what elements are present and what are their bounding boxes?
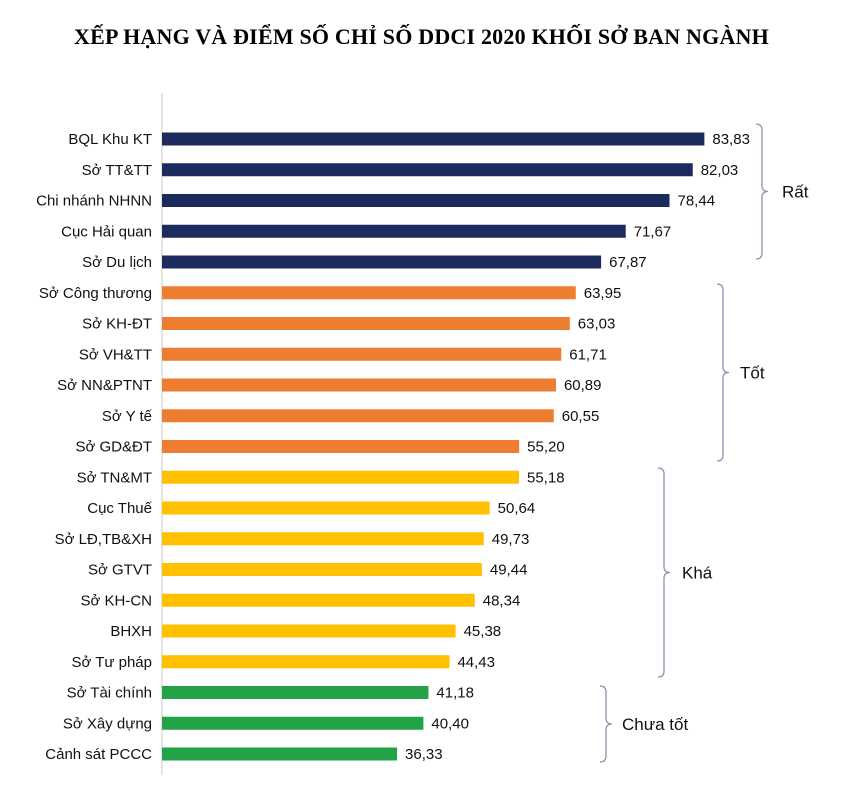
value-label: 83,83 <box>712 131 750 148</box>
bar <box>162 655 450 669</box>
bar <box>162 224 626 238</box>
group-bracket <box>599 685 613 763</box>
value-label: 63,03 <box>578 316 616 333</box>
value-label: 49,73 <box>492 531 530 548</box>
value-label: 78,44 <box>678 193 716 210</box>
category-label: Sở KH-CN <box>80 592 152 609</box>
category-label: Sở GD&ĐT <box>75 439 152 456</box>
category-label: Cục Hải quan <box>61 223 152 240</box>
value-label: 50,64 <box>498 500 536 517</box>
bar <box>162 347 562 361</box>
value-label: 36,33 <box>405 746 443 763</box>
value-label: 44,43 <box>457 654 495 671</box>
value-label: 41,18 <box>436 685 474 702</box>
bar <box>162 378 556 392</box>
category-label: BQL Khu KT <box>68 131 152 148</box>
category-label: Sở LĐ,TB&XH <box>55 531 152 548</box>
category-label: Chi nhánh NHNN <box>36 193 152 210</box>
value-label: 40,40 <box>431 715 469 732</box>
category-label: Sở Tư pháp <box>72 654 152 671</box>
value-label: 49,44 <box>490 562 528 579</box>
bar <box>162 686 429 699</box>
bar <box>162 716 424 730</box>
group-bracket <box>657 467 671 678</box>
bar <box>162 501 490 515</box>
category-label: Sở Du lịch <box>82 254 152 271</box>
bar <box>162 255 602 269</box>
bar <box>162 440 520 453</box>
chart-title: XẾP HẠNG VÀ ĐIỂM SỐ CHỈ SỐ DDCI 2020 KHỐ… <box>74 24 769 49</box>
category-label: Sở TN&MT <box>77 469 152 486</box>
group-bracket <box>755 123 769 260</box>
group-label: Chưa tốt <box>622 715 688 734</box>
group-label: Rất <box>782 183 809 202</box>
category-label: Sở Tài chính <box>67 685 152 702</box>
bar <box>162 286 576 300</box>
bar <box>162 624 456 638</box>
group-label: Khá <box>682 564 713 583</box>
bar <box>162 132 705 146</box>
category-label: Sở Y tế <box>102 408 153 425</box>
category-label: Cục Thuế <box>87 500 152 517</box>
bar <box>162 532 484 546</box>
value-label: 63,95 <box>584 285 622 302</box>
value-label: 60,89 <box>564 377 602 394</box>
bar <box>162 194 670 207</box>
value-label: 48,34 <box>483 592 521 609</box>
bar <box>162 317 570 330</box>
group-bracket <box>716 283 730 462</box>
category-label: Sở VH&TT <box>79 346 152 363</box>
category-label: Sở TT&TT <box>82 162 152 179</box>
category-label: Sở Công thương <box>39 285 152 302</box>
value-label: 71,67 <box>634 223 672 240</box>
bar <box>162 563 482 576</box>
category-label: Sở GTVT <box>88 562 152 579</box>
category-label: Sở Xây dựng <box>63 715 152 732</box>
value-label: 55,18 <box>527 469 565 486</box>
bar <box>162 593 475 607</box>
category-label: Cảnh sát PCCC <box>45 746 152 763</box>
bar <box>162 470 520 484</box>
value-label: 82,03 <box>701 162 739 179</box>
value-label: 60,55 <box>562 408 600 425</box>
category-label: Sở KH-ĐT <box>82 316 152 333</box>
group-label: Tốt <box>740 364 765 383</box>
category-label: BHXH <box>110 623 152 640</box>
value-label: 55,20 <box>527 439 565 456</box>
value-label: 45,38 <box>464 623 502 640</box>
bar <box>162 409 554 423</box>
value-label: 67,87 <box>609 254 647 271</box>
bar <box>162 747 398 761</box>
bar <box>162 163 693 177</box>
value-label: 61,71 <box>569 346 607 363</box>
category-label: Sở NN&PTNT <box>57 377 152 394</box>
